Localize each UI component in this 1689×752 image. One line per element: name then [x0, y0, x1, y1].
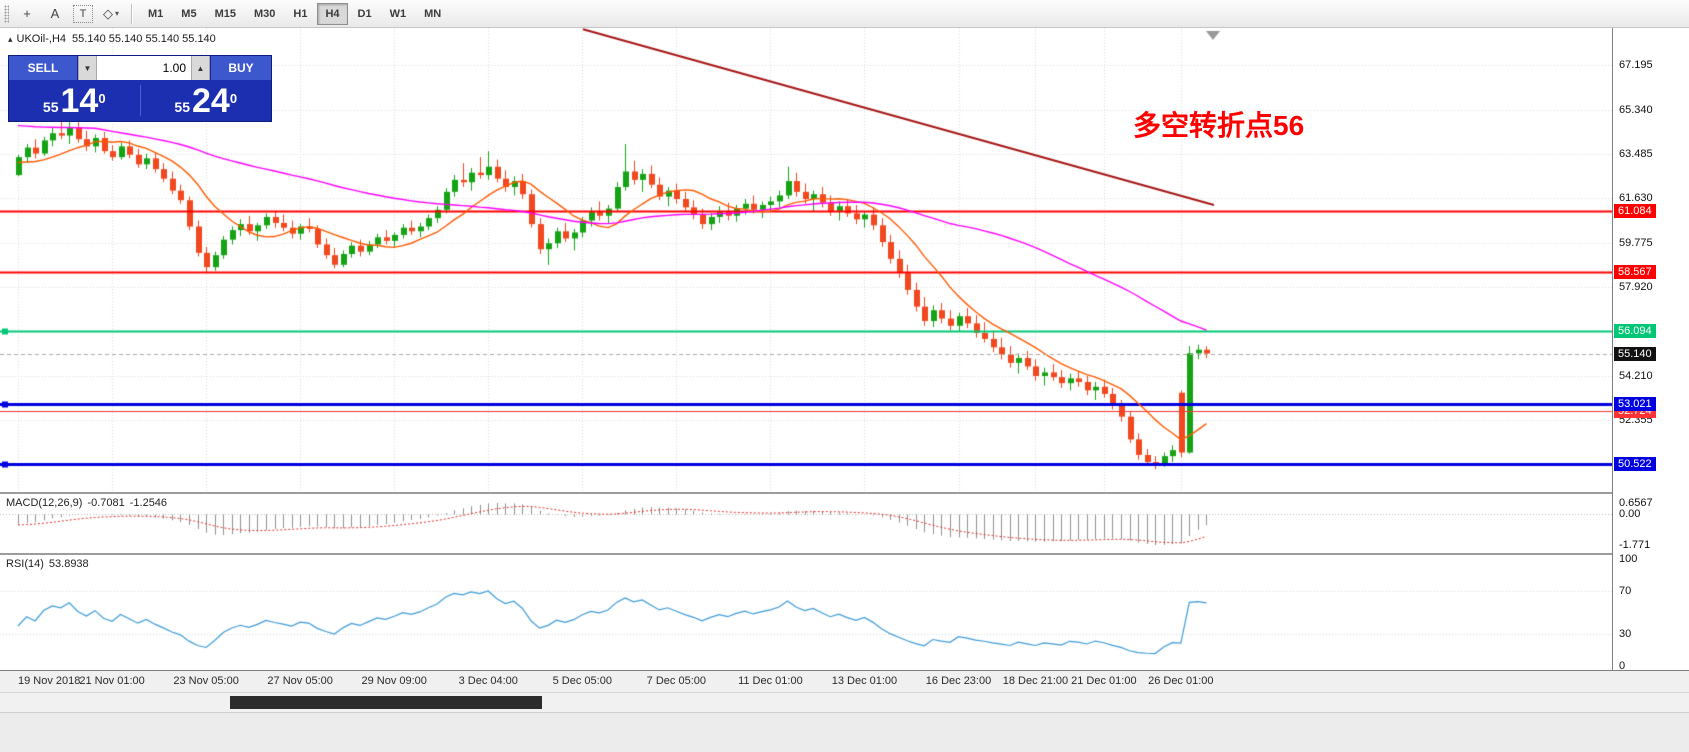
sell-price-pips: 14 — [60, 82, 99, 121]
date-label: 5 Dec 05:00 — [552, 675, 612, 687]
text-label-icon[interactable]: A — [50, 6, 60, 21]
axis-tick: 63.485 — [1619, 148, 1653, 160]
rsi-axis-tick: 30 — [1619, 628, 1632, 640]
text-box-icon[interactable]: T — [73, 4, 93, 23]
price-divider — [139, 85, 141, 116]
toolbar: + A T ◇ ▾ M1 M5 M15 M30 H1 H4 D1 W1 MN — [0, 0, 1689, 28]
time-axis: 19 Nov 2018 21 Nov 01:00 23 Nov 05:00 27 No… — [0, 671, 1612, 692]
buy-price-pips: 24 — [192, 82, 230, 121]
drawing-tools-group: + A T ◇ ▾ — [13, 2, 125, 26]
chevron-down-icon: ▾ — [114, 9, 119, 18]
shapes-icon[interactable]: ◇ ▾ — [102, 5, 119, 21]
timeframe-m30[interactable]: M30 — [253, 7, 276, 20]
toolbar-grip[interactable] — [4, 4, 9, 23]
date-label: 21 Nov 01:00 — [79, 675, 145, 687]
chevron-down-icon: ▼ — [83, 63, 92, 73]
sell-price-point: 0 — [98, 91, 106, 106]
date-label: 19 Nov 2018 — [18, 675, 81, 687]
price-level-badge: 50.522 — [1614, 457, 1656, 471]
macd-axis-tick: 0.6567 — [1619, 497, 1653, 509]
axis-tick: 59.775 — [1619, 237, 1653, 249]
trade-panel-prices: 55 14 0 55 24 0 — [9, 80, 271, 121]
price-level-badge: 58.567 — [1614, 265, 1656, 279]
timeframe-m1[interactable]: M1 — [148, 7, 164, 20]
volume-increase-button[interactable]: ▲ — [191, 56, 210, 80]
axis-tick: 54.210 — [1619, 370, 1653, 382]
rsi-panel-canvas[interactable] — [0, 555, 1612, 670]
timeframe-group: M1 M5 M15 M30 H1 H4 D1 W1 MN — [139, 2, 450, 25]
date-label: 23 Nov 05:00 — [173, 675, 239, 687]
timeframe-m5[interactable]: M5 — [181, 7, 197, 20]
one-click-panel-arrow-icon[interactable]: ▴ — [8, 34, 13, 44]
axis-corner — [1612, 671, 1689, 692]
time-axis-border — [0, 670, 1689, 671]
rsi-axis-tick: 100 — [1619, 553, 1638, 565]
date-label: 27 Nov 05:00 — [267, 675, 333, 687]
axis-tick: 67.195 — [1619, 59, 1653, 71]
sell-price[interactable]: 55 14 0 — [9, 80, 140, 121]
current-price-badge: 55.140 — [1614, 347, 1656, 361]
price-level-badge: 53.021 — [1614, 397, 1656, 411]
date-label: 11 Dec 01:00 — [738, 675, 803, 687]
buy-price-head: 55 — [174, 99, 190, 115]
panel-splitter[interactable] — [0, 492, 1689, 494]
timeframe-h1[interactable]: H1 — [293, 7, 308, 20]
rsi-title: RSI(14) 53.8938 — [6, 558, 94, 570]
axis-tick: 57.920 — [1619, 281, 1653, 293]
date-label: 21 Dec 01:00 — [1071, 675, 1137, 687]
axis-tick: 65.340 — [1619, 104, 1653, 116]
scrollbar-thumb[interactable] — [230, 696, 542, 709]
price-axis: 67.195 65.340 63.485 61.630 59.775 57.920 56.0… — [1612, 28, 1689, 672]
timeframe-w1[interactable]: W1 — [389, 7, 407, 20]
macd-signal-value: -1.2546 — [129, 497, 168, 509]
macd-label: MACD(12,26,9) — [6, 497, 83, 509]
rsi-axis-tick: 70 — [1619, 585, 1632, 597]
sell-button[interactable]: SELL — [9, 56, 78, 80]
timeframe-mn[interactable]: MN — [424, 7, 442, 20]
window-bottom — [0, 712, 1689, 752]
panel-splitter[interactable] — [0, 553, 1689, 555]
date-label: 16 Dec 23:00 — [925, 675, 992, 687]
ohlc-values: 55.140 55.140 55.140 55.140 — [72, 33, 216, 45]
chart-annotation[interactable]: 多空转折点56 — [1133, 110, 1305, 141]
date-label: 26 Dec 01:00 — [1148, 675, 1214, 687]
macd-panel-canvas[interactable] — [0, 494, 1612, 553]
date-label: 13 Dec 01:00 — [831, 675, 898, 687]
macd-axis-tick: 0.00 — [1619, 508, 1641, 520]
date-label: 3 Dec 04:00 — [458, 675, 518, 687]
macd-main-value: -0.7081 — [87, 497, 125, 509]
macd-axis-tick: -1.771 — [1619, 539, 1651, 551]
buy-button[interactable]: BUY — [210, 56, 271, 80]
trade-panel-controls: SELL ▼ ▲ BUY — [9, 56, 271, 80]
volume-input[interactable] — [97, 56, 191, 80]
volume-decrease-button[interactable]: ▼ — [78, 56, 97, 80]
rsi-axis-tick: 0 — [1619, 660, 1626, 672]
rsi-value: 53.8938 — [48, 558, 89, 570]
crosshair-icon[interactable]: + — [23, 6, 31, 21]
horizontal-scrollbar[interactable] — [0, 692, 1689, 712]
timeframe-h4[interactable]: H4 — [317, 2, 348, 25]
buy-price-point: 0 — [229, 91, 238, 106]
date-label: 29 Nov 09:00 — [361, 675, 427, 687]
toolbar-separator — [131, 3, 133, 24]
price-level-badge: 61.084 — [1614, 204, 1656, 218]
date-label: 18 Dec 21:00 — [1002, 675, 1069, 687]
axis-tick: 61.630 — [1619, 192, 1653, 204]
symbol-period-label: UKOil-,H4 — [16, 33, 67, 45]
sell-price-head: 55 — [42, 99, 59, 115]
buy-price[interactable]: 55 24 0 — [141, 80, 272, 121]
chevron-up-icon: ▲ — [196, 63, 205, 73]
macd-title: MACD(12,26,9) -0.7081 -1.2546 — [6, 497, 172, 509]
chart-area: ▴ UKOil-,H4 55.140 55.140 55.140 55.140 SE… — [0, 28, 1689, 752]
timeframe-m15[interactable]: M15 — [214, 7, 236, 20]
timeframe-d1[interactable]: D1 — [357, 7, 372, 20]
date-label: 7 Dec 05:00 — [646, 675, 707, 687]
price-level-badge: 56.094 — [1614, 324, 1656, 338]
rsi-label: RSI(14) — [6, 558, 44, 570]
chart-title: ▴ UKOil-,H4 55.140 55.140 55.140 55.140 — [8, 33, 216, 45]
